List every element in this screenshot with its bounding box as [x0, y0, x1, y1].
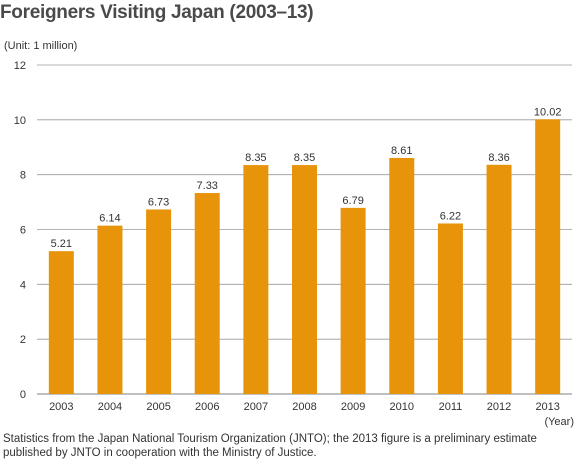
bar — [486, 164, 512, 394]
x-tick-label: 2005 — [146, 401, 170, 413]
x-tick-label: 2007 — [244, 401, 268, 413]
x-tick-label: 2013 — [535, 401, 559, 413]
bar — [437, 223, 463, 394]
data-label: 8.35 — [294, 152, 315, 164]
bar — [97, 225, 123, 394]
y-tick-label: 12 — [14, 60, 26, 72]
y-tick-label: 2 — [20, 334, 26, 346]
x-tick-label: 2008 — [292, 401, 316, 413]
data-label: 8.35 — [245, 152, 266, 164]
bar — [194, 193, 220, 394]
data-label: 8.36 — [488, 152, 509, 164]
bar-chart: 0 2 4 6 8 10 12 5.21 2003 6.14 2004 6.73 2005 7.33 200… — [14, 60, 574, 428]
bar — [243, 165, 269, 394]
y-tick-label: 0 — [20, 389, 26, 401]
bar — [48, 251, 74, 394]
x-tick-label: 2004 — [98, 401, 122, 413]
x-tick-label: 2010 — [390, 401, 414, 413]
x-tick-label: 2011 — [439, 401, 463, 413]
chart-title: Foreigners Visiting Japan (2003–13) — [0, 2, 314, 23]
data-label: 6.73 — [148, 196, 169, 208]
data-label: 7.33 — [197, 180, 218, 192]
data-label: 10.02 — [534, 106, 562, 118]
bar — [535, 119, 561, 394]
y-tick-label: 8 — [20, 170, 26, 182]
bar — [146, 209, 172, 394]
data-label: 8.61 — [391, 145, 412, 157]
y-tick-label: 4 — [20, 279, 26, 291]
x-tick-label: 2006 — [195, 401, 219, 413]
unit-label: (Unit: 1 million) — [4, 40, 78, 52]
x-tick-label: 2003 — [49, 401, 73, 413]
bar — [389, 157, 415, 394]
data-label: 6.22 — [440, 210, 461, 222]
bar — [292, 165, 317, 394]
bar — [340, 207, 366, 394]
x-tick-label: 2009 — [341, 401, 365, 413]
x-tick-label: 2012 — [487, 401, 511, 413]
y-tick-label: 10 — [14, 115, 26, 127]
x-axis-label: (Year) — [544, 416, 574, 428]
data-label: 6.14 — [99, 213, 120, 225]
data-label: 5.21 — [51, 238, 72, 250]
data-label: 6.79 — [342, 195, 363, 207]
y-tick-label: 6 — [20, 225, 26, 237]
source-note: Statistics from the Japan National Touri… — [3, 433, 537, 459]
